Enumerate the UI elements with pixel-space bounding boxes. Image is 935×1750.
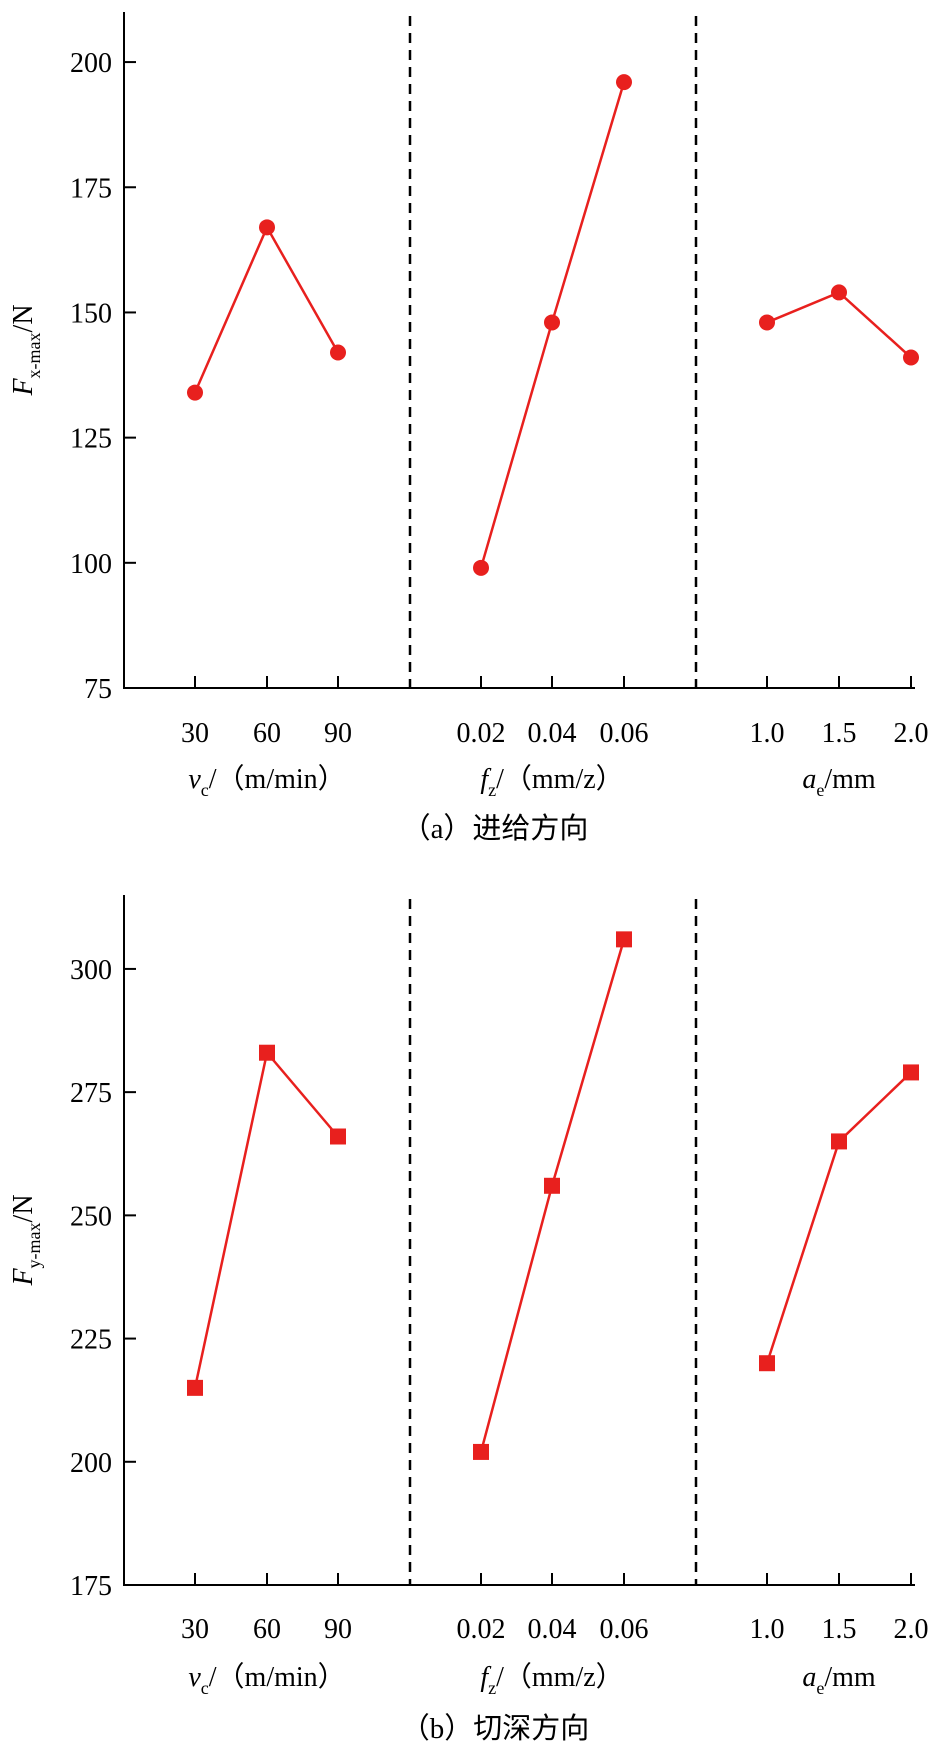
x-tick-label: 60 [253,718,281,749]
data-point [759,1355,775,1372]
y-axis-label-symbol: F [8,1268,39,1287]
y-tick-label: 175 [70,1571,112,1602]
x-tick-label: 1.0 [750,718,785,749]
x-axis-label: vc/（m/min） [188,1661,345,1698]
y-tick-label: 300 [70,955,112,986]
x-axis-label-unit: /（mm/z） [496,763,624,795]
x-axis-label-subscript: e [816,1678,824,1698]
data-point [473,559,489,576]
x-tick-label: 1.5 [822,718,857,749]
x-tick-label: 60 [253,1614,281,1645]
data-point [616,931,632,948]
x-axis-label-unit: /（m/min） [209,1661,346,1693]
x-tick-label: 90 [324,1614,352,1645]
y-tick-label: 100 [70,549,112,580]
data-point [903,1064,919,1081]
panel-a: 75 100 125 150 175 200 Fx-max/N 30 60 90 vc/（m/min… [8,12,929,845]
x-axis-label: vc/（m/min） [188,763,345,800]
x-axis-label-subscript: z [488,1678,496,1698]
series-line [479,939,626,1453]
x-axis-label: fz/（mm/z） [480,763,623,800]
y-tick-label: 150 [70,298,112,329]
series-line [765,1071,912,1364]
x-axis-label: fz/（mm/z） [480,1661,623,1698]
data-point [831,1133,847,1150]
data-point [259,219,275,236]
x-axis-label-subscript: c [201,780,209,800]
data-point [616,74,632,91]
y-axis-label: Fy-max/N [8,1194,44,1286]
data-point [831,284,847,301]
factor-group-2: 0.02 0.04 0.06 fz/（mm/z） [457,74,649,800]
series-line [193,1049,339,1389]
data-point [187,384,203,401]
x-tick-label: 90 [324,718,352,749]
data-point [903,349,919,366]
y-tick-label: 275 [70,1078,112,1109]
data-point [187,1379,203,1396]
series-line [193,224,340,394]
x-tick-label: 0.04 [528,1614,577,1645]
data-point [473,1443,489,1460]
panel-caption: （a）进给方向 [402,812,589,845]
y-axis-label: Fx-max/N [8,304,44,396]
x-tick-label: 0.02 [457,718,506,749]
x-tick-label: 1.5 [822,1614,857,1645]
y-axis-label-subscript: x-max [24,332,44,378]
x-axis-label-unit: /（mm/z） [496,1661,624,1693]
data-point [544,1177,560,1194]
x-axis-label-symbol: v [188,1662,201,1693]
x-axis-label-subscript: z [488,780,496,800]
x-tick-label: 30 [181,718,209,749]
data-point [259,1044,275,1061]
x-tick-label: 0.06 [600,1614,649,1645]
x-tick-label: 0.06 [600,718,649,749]
y-axis-label-subscript: y-max [24,1222,44,1268]
y-tick-label: 225 [70,1325,112,1356]
x-axis-label-unit: /mm [824,764,876,795]
x-axis-label-symbol: f [480,1662,491,1693]
series-line [766,290,912,359]
x-axis-label-symbol: v [188,764,201,795]
factor-group-1: 30 60 90 vc/（m/min） [181,219,352,800]
factor-group-3: 1.0 1.5 2.0 ae/mm [750,1064,929,1698]
x-tick-label: 0.02 [457,1614,506,1645]
x-axis-label: ae/mm [802,1662,876,1698]
x-tick-label: 2.0 [894,718,929,749]
x-axis-label-unit: /（m/min） [209,763,346,795]
factor-group-1: 30 60 90 vc/（m/min） [181,1044,352,1698]
y-axis-label-symbol: F [8,378,39,397]
data-point [544,314,560,331]
x-axis-label-symbol: f [480,764,491,795]
x-axis-label-subscript: e [816,780,824,800]
panel-caption: （b）切深方向 [401,1712,590,1745]
panel-b: 175 200 225 250 275 300 Fy-max/N 30 60 90 vc/（m/mi… [8,895,929,1745]
y-tick-label: 250 [70,1201,112,1232]
x-axis-label-subscript: c [201,1678,209,1698]
y-tick-label: 125 [70,424,112,455]
y-tick-label: 75 [84,674,112,705]
factor-group-3: 1.0 1.5 2.0 ae/mm [750,284,929,800]
x-axis-label-symbol: a [802,1662,816,1693]
x-axis-label-unit: /mm [824,1662,876,1693]
x-tick-label: 1.0 [750,1614,785,1645]
y-axis-label-unit: /N [8,304,39,332]
y-tick-label: 200 [70,48,112,79]
x-tick-label: 2.0 [894,1614,929,1645]
y-axis-label-unit: /N [8,1194,39,1222]
data-point [330,1128,346,1145]
data-point [330,344,346,361]
factor-group-2: 0.02 0.04 0.06 fz/（mm/z） [457,931,649,1698]
x-axis-label: ae/mm [802,764,876,800]
x-tick-label: 30 [181,1614,209,1645]
data-point [759,314,775,331]
y-tick-label: 200 [70,1448,112,1479]
y-tick-label: 175 [70,173,112,204]
x-tick-label: 0.04 [528,718,577,749]
x-axis-label-symbol: a [802,764,816,795]
